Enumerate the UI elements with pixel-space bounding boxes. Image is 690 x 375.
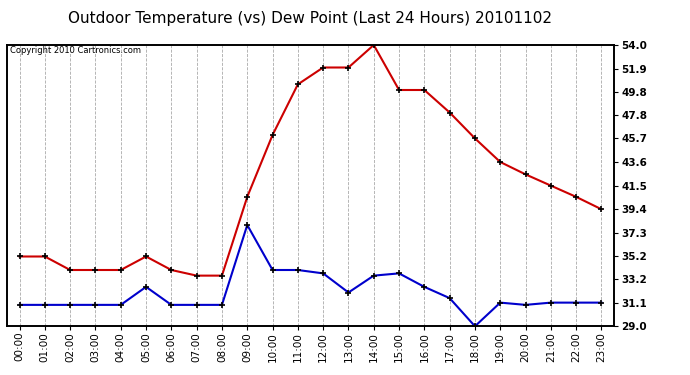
Text: Outdoor Temperature (vs) Dew Point (Last 24 Hours) 20101102: Outdoor Temperature (vs) Dew Point (Last… — [68, 11, 553, 26]
Text: Copyright 2010 Cartronics.com: Copyright 2010 Cartronics.com — [10, 46, 141, 56]
